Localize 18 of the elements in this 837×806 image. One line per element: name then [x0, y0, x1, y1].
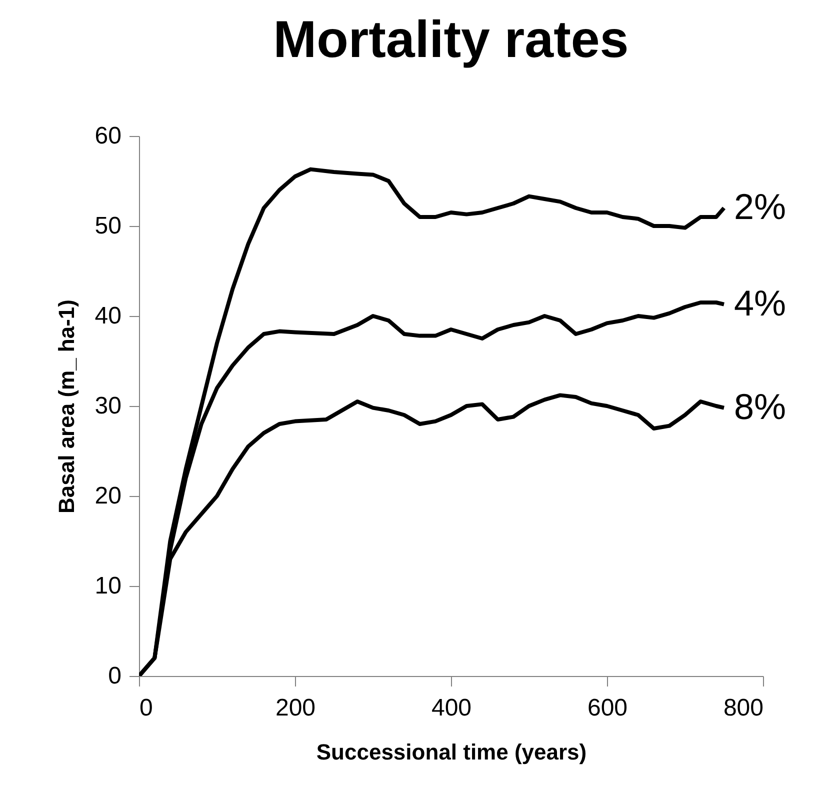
chart-title: Mortality rates — [273, 11, 629, 69]
y-tick-label: 10 — [94, 572, 122, 600]
y-tick-label: 60 — [94, 122, 122, 150]
x-tick-label: 200 — [275, 694, 316, 722]
y-axis-title: Basal area (m_ ha-1) — [54, 300, 79, 514]
series-label: 8% — [734, 386, 786, 427]
x-tick-label: 600 — [587, 694, 628, 722]
y-tick-label: 30 — [94, 392, 122, 420]
y-tick-label: 40 — [94, 302, 122, 330]
y-tick-label: 0 — [108, 662, 122, 690]
y-tick-label: 50 — [94, 212, 122, 240]
series-label: 2% — [734, 186, 786, 227]
x-tick-label: 0 — [140, 694, 153, 722]
x-axis-title: Successional time (years) — [316, 740, 587, 764]
series-label: 4% — [734, 282, 786, 324]
x-tick-label: 400 — [431, 694, 472, 722]
x-tick-label: 800 — [723, 694, 764, 722]
y-tick-label: 20 — [94, 482, 122, 510]
